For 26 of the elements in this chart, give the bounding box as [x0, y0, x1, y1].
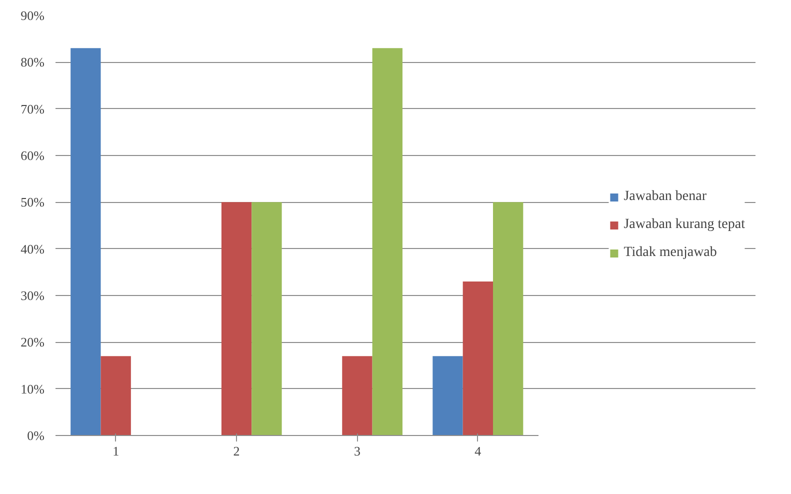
y-tick-label: 70%	[20, 101, 45, 116]
y-tick-label: 60%	[20, 148, 45, 163]
x-tick-label: 2	[233, 444, 240, 458]
y-tick-label: 10%	[20, 381, 45, 396]
bar	[342, 356, 372, 436]
legend-label: Jawaban kurang tepat	[624, 217, 745, 233]
y-tick-label: 20%	[20, 334, 45, 350]
y-tick-label: 0%	[27, 428, 45, 443]
bar	[432, 356, 463, 436]
bar	[221, 202, 252, 436]
bar	[100, 356, 131, 436]
bar	[70, 48, 101, 436]
y-tick-label: 40%	[20, 241, 45, 256]
bar	[462, 282, 493, 436]
bar	[372, 48, 402, 436]
x-tick-label: 4	[474, 444, 482, 458]
legend-label: Tidak menjawab	[624, 245, 717, 261]
y-tick-label: 80%	[20, 54, 45, 70]
x-tick-label: 1	[112, 444, 120, 458]
bar	[493, 202, 524, 436]
y-tick-label: 50%	[20, 194, 45, 210]
y-tick-label: 30%	[20, 288, 45, 303]
legend-label: Jawaban benar	[624, 189, 706, 205]
bar	[252, 202, 282, 436]
x-tick-label: 3	[354, 444, 360, 458]
y-tick-label: 90%	[20, 8, 45, 23]
